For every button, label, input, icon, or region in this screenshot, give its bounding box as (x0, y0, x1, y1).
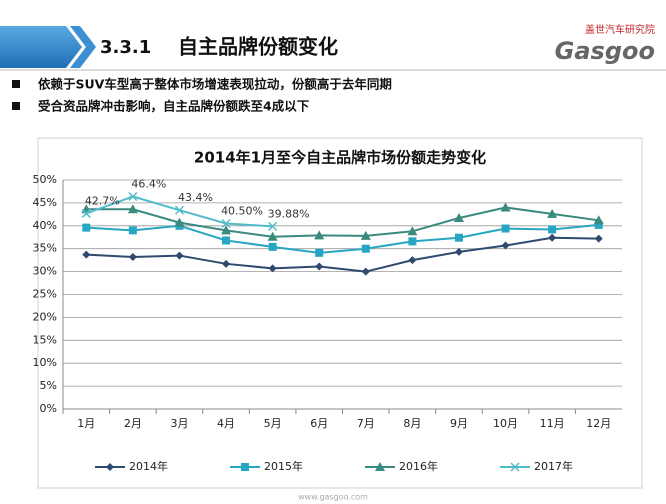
data-label: 40.50% (221, 205, 263, 218)
legend-marker (106, 463, 114, 471)
legend-marker (375, 462, 385, 471)
bullet-text: 依赖于SUV车型高于整体市场增速表现拉动，份额高于去年同期 (38, 77, 392, 92)
x-tick-label: 11月 (540, 417, 565, 430)
y-tick-label: 40% (33, 219, 57, 232)
header-arrow (0, 26, 82, 68)
data-point (174, 205, 184, 215)
chart-frame (37, 137, 643, 489)
x-tick-label: 9月 (450, 417, 468, 430)
data-point (128, 191, 138, 202)
x-tick-label: 3月 (170, 417, 188, 430)
data-point (175, 251, 184, 260)
data-point (500, 202, 511, 212)
data-point (221, 218, 231, 229)
data-point (81, 208, 91, 218)
data-point (408, 237, 417, 246)
data-point (453, 213, 464, 223)
y-tick-label: 25% (33, 288, 57, 301)
legend-label: 2017年 (534, 459, 573, 473)
data-point (361, 267, 370, 276)
data-point (408, 256, 417, 265)
data-point (501, 224, 510, 233)
y-tick-label: 30% (33, 265, 57, 278)
y-tick-label: 10% (33, 356, 57, 369)
x-tick-label: 7月 (357, 417, 375, 430)
legend-label: 2015年 (264, 459, 303, 473)
bullet-square (12, 80, 20, 88)
y-tick-label: 15% (33, 333, 57, 346)
data-point (222, 259, 231, 268)
data-point (454, 247, 463, 256)
x-tick-label: 12月 (586, 417, 611, 430)
logo-brand: Gasgoo (555, 37, 655, 65)
logo-name: 盖世汽车研究院 (585, 23, 655, 36)
data-point (501, 241, 510, 250)
legend-label: 2016年 (399, 459, 438, 473)
data-point (314, 230, 325, 240)
y-tick-label: 5% (40, 379, 57, 392)
data-point (268, 221, 278, 231)
y-tick-label: 35% (33, 242, 57, 255)
x-tick-label: 1月 (77, 417, 95, 430)
x-tick-label: 5月 (264, 417, 282, 430)
data-point (222, 236, 231, 245)
data-label: 43.4% (178, 191, 213, 204)
bullet-square (12, 102, 20, 110)
data-point (267, 231, 278, 241)
data-label: 39.88% (268, 207, 310, 220)
header-chevron (70, 26, 96, 68)
series-line (86, 223, 599, 254)
y-tick-label: 20% (33, 310, 57, 323)
data-label: 46.4% (131, 177, 166, 190)
section-title: 自主品牌份额变化 (178, 35, 338, 59)
x-tick-label: 6月 (310, 417, 328, 430)
data-point (315, 248, 324, 257)
chart-title: 2014年1月至今自主品牌市场份额走势变化 (194, 149, 486, 167)
data-point (548, 233, 557, 242)
data-point (268, 242, 277, 251)
data-point (593, 215, 604, 225)
data-point (82, 223, 91, 232)
series-line (86, 236, 599, 273)
data-point (594, 234, 603, 243)
data-point (548, 225, 557, 234)
y-tick-label: 0% (40, 402, 57, 415)
data-point (174, 217, 185, 227)
data-point (128, 252, 137, 261)
data-point (361, 244, 370, 253)
y-tick-label: 45% (33, 196, 57, 209)
data-point (221, 225, 232, 235)
y-tick-label: 50% (33, 173, 57, 186)
data-point (315, 262, 324, 271)
data-point (407, 226, 418, 236)
x-tick-label: 2月 (124, 417, 142, 430)
section-number: 3.3.1 (100, 37, 151, 58)
data-point (547, 208, 558, 218)
data-label: 42.7% (85, 194, 120, 207)
data-point (454, 233, 463, 242)
x-tick-label: 4月 (217, 417, 235, 430)
data-point (128, 226, 137, 235)
legend-marker (241, 463, 249, 471)
series-line (86, 206, 599, 238)
legend-marker (510, 462, 520, 472)
legend-label: 2014年 (129, 459, 168, 473)
bullet-text: 受合资品牌冲击影响，自主品牌份额跌至4成以下 (38, 99, 310, 114)
x-tick-label: 8月 (403, 417, 421, 430)
x-tick-label: 10月 (493, 417, 518, 430)
data-point (82, 250, 91, 259)
footer-url: www.gasgoo.com (298, 493, 368, 502)
data-point (127, 204, 138, 214)
data-point (268, 264, 277, 273)
data-point (360, 230, 371, 240)
data-point (594, 220, 603, 229)
